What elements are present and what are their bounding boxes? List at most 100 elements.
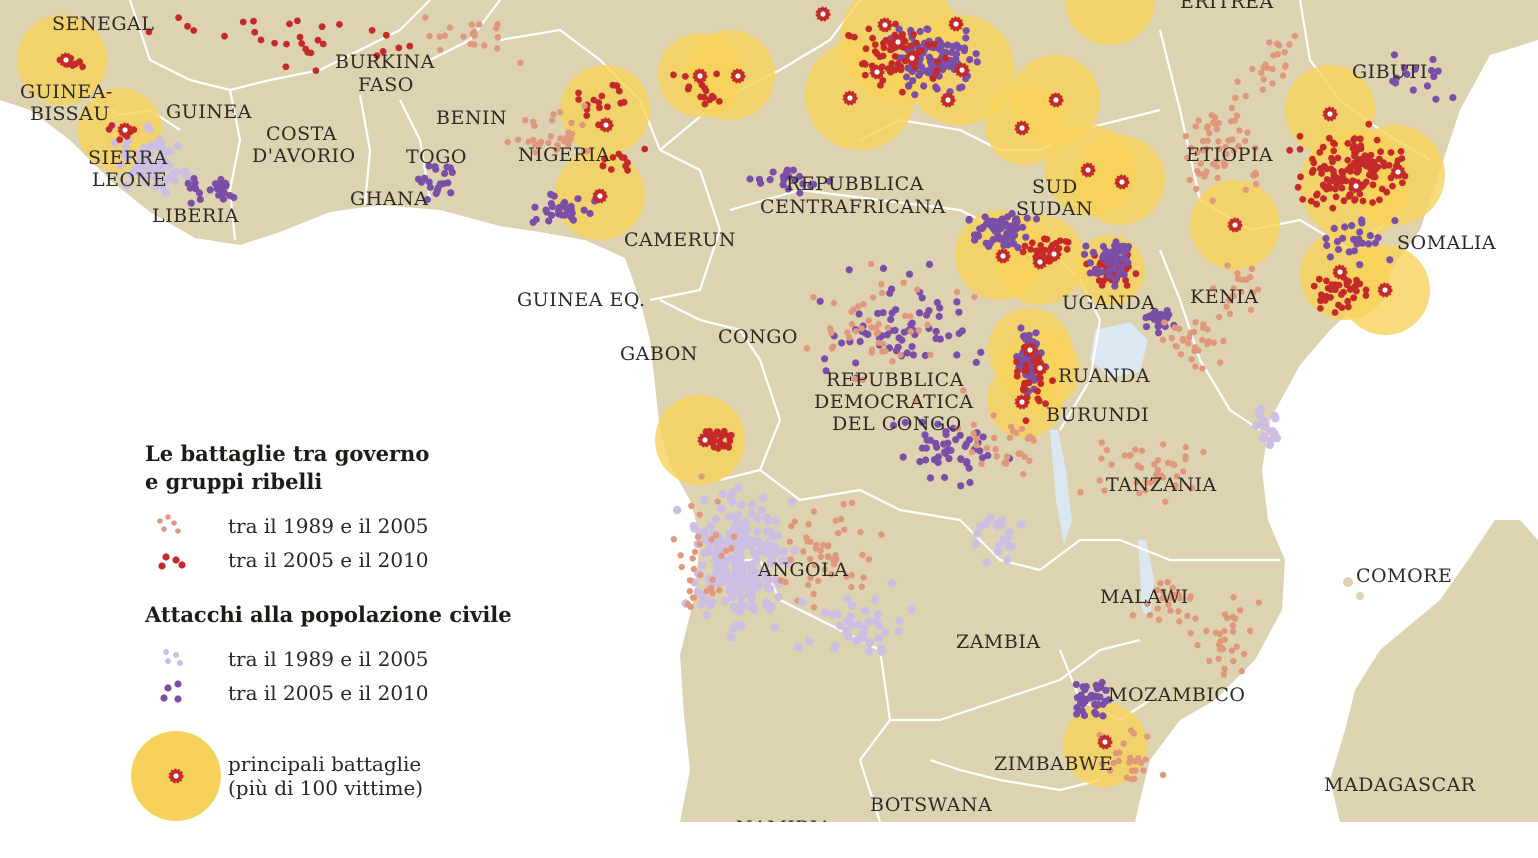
major-battle-marker — [1022, 342, 1038, 358]
event-dot — [1361, 158, 1369, 166]
land-comoros — [1343, 577, 1353, 587]
major-battle-marker — [1032, 254, 1048, 270]
event-dot — [933, 298, 941, 307]
major-battle-marker — [940, 92, 956, 108]
major-battle-marker — [730, 68, 746, 84]
event-dot — [1374, 234, 1382, 242]
event-dot — [163, 174, 172, 184]
major-battle-marker — [869, 64, 885, 80]
legend-civil-1989-2005: tra il 1989 e il 2005 — [228, 647, 429, 671]
major-battle-markers — [58, 6, 1406, 750]
event-dot — [796, 189, 804, 197]
label-etiopia: ETIOPIA — [1186, 144, 1273, 166]
event-dot — [728, 545, 735, 552]
event-dot — [1338, 168, 1346, 175]
event-dot — [858, 325, 865, 332]
event-dot — [1339, 234, 1347, 242]
event-dot — [1195, 117, 1203, 124]
event-dot — [1325, 182, 1332, 190]
major-battle-marker — [1046, 246, 1062, 262]
event-dot — [1142, 323, 1151, 331]
event-dot — [795, 172, 804, 181]
event-dot — [1428, 67, 1436, 75]
event-dot — [1204, 340, 1211, 348]
event-dot — [1120, 242, 1128, 250]
event-dot — [1255, 599, 1263, 606]
label-gabon: GABON — [620, 343, 698, 365]
event-dot — [517, 59, 524, 67]
event-dot — [879, 77, 887, 84]
event-dot — [1217, 637, 1224, 645]
event-dot — [903, 73, 911, 81]
event-dot — [1176, 618, 1183, 625]
event-dot — [1098, 455, 1105, 462]
event-dot — [336, 21, 343, 28]
major-battle-marker — [1114, 174, 1130, 190]
event-dot — [821, 355, 829, 363]
event-dot — [894, 627, 903, 636]
event-dot — [1096, 477, 1103, 484]
border — [890, 638, 1141, 722]
event-dot — [1355, 167, 1362, 175]
event-dot — [1376, 196, 1383, 204]
event-dot — [711, 515, 721, 524]
event-dot — [777, 577, 785, 584]
event-dot — [689, 521, 698, 531]
event-dot — [1211, 114, 1219, 121]
event-dot — [878, 289, 886, 297]
event-dot — [860, 301, 867, 308]
label-mozambico: MOZAMBICO — [1108, 684, 1246, 706]
event-dot — [874, 609, 883, 619]
event-dot — [1423, 82, 1432, 90]
event-dot — [1344, 140, 1352, 147]
event-dot — [822, 367, 830, 375]
event-dot — [1260, 64, 1268, 71]
event-dot — [1182, 133, 1189, 140]
event-dot — [1154, 319, 1163, 328]
event-dot — [1319, 181, 1327, 189]
label-liberia: LIBERIA — [152, 205, 239, 227]
major-battle-marker — [904, 50, 920, 66]
event-dot — [1073, 710, 1081, 718]
event-dot — [1409, 86, 1417, 94]
event-dot — [771, 516, 781, 525]
major-battle-marker — [995, 248, 1011, 264]
event-dot — [1015, 450, 1022, 457]
event-dot — [715, 98, 723, 105]
event-dot — [977, 348, 985, 356]
event-dot — [727, 591, 737, 600]
event-dot — [930, 40, 938, 48]
event-dot — [586, 209, 594, 218]
event-dot — [1274, 51, 1281, 58]
event-dot — [843, 616, 852, 625]
event-dot — [720, 427, 728, 435]
event-dot — [1248, 265, 1256, 272]
event-dot — [865, 556, 873, 563]
event-dot — [737, 621, 746, 631]
event-dot — [1192, 123, 1200, 130]
event-dot — [1138, 447, 1146, 454]
event-dot — [868, 260, 875, 268]
event-dot — [123, 181, 132, 190]
event-dot — [447, 189, 455, 197]
event-dot — [761, 572, 770, 581]
event-dot — [1265, 440, 1275, 450]
event-dot — [693, 587, 702, 596]
event-dot — [779, 173, 788, 181]
event-dot — [981, 213, 989, 221]
event-dot — [531, 203, 539, 211]
event-dot — [728, 488, 737, 497]
event-dot — [831, 561, 838, 568]
event-dot — [735, 545, 745, 554]
event-dot — [982, 517, 992, 526]
major-battle-marker — [815, 6, 831, 22]
legend-civil-title: Attacchi alla popolazione civile — [144, 602, 512, 627]
event-dot — [116, 136, 124, 144]
event-dot — [989, 236, 997, 244]
event-dot — [876, 53, 884, 61]
event-dot — [860, 574, 867, 581]
event-dot — [624, 167, 631, 174]
event-dot — [1162, 498, 1169, 505]
event-dot — [703, 587, 710, 595]
event-dot — [221, 182, 229, 190]
